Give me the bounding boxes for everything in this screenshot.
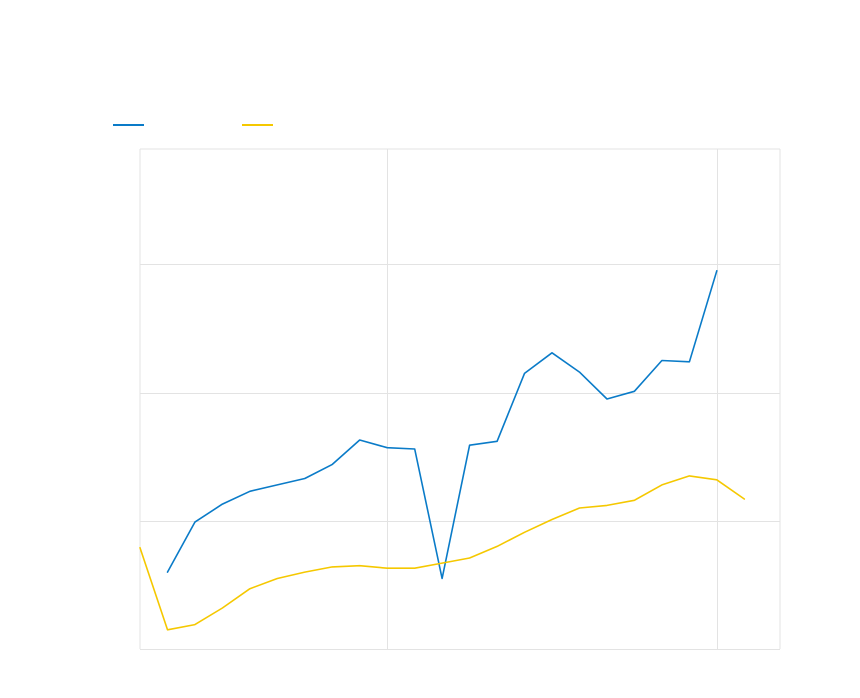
series-line-2 <box>139 475 746 631</box>
series-line-1 <box>166 270 718 580</box>
series-lines <box>139 270 746 631</box>
grid <box>139 148 781 650</box>
